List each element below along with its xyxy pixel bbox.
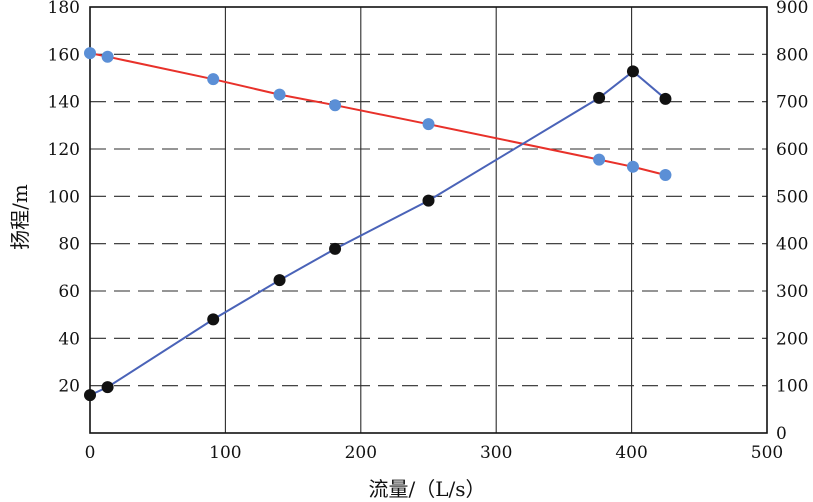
series-2-point — [422, 194, 435, 207]
series-1-point — [626, 160, 639, 173]
y2-tick-label: 400 — [776, 235, 808, 255]
series-layer — [84, 47, 672, 402]
series-2-point — [593, 91, 606, 104]
y-tick-label: 140 — [48, 93, 80, 113]
grid-lines — [90, 7, 767, 433]
y2-tick-label: 0 — [776, 424, 787, 444]
series-2-point — [207, 313, 220, 326]
series-2-point — [659, 92, 672, 105]
x-tick-label: 200 — [345, 443, 377, 463]
y2-tick-label: 200 — [776, 329, 808, 349]
series-2-point — [329, 242, 342, 255]
y2-tick-label: 500 — [776, 187, 808, 207]
y-tick-label: 60 — [58, 282, 80, 302]
y2-tick-label: 900 — [776, 0, 808, 18]
x-tick-label: 0 — [85, 443, 96, 463]
series-2-point — [84, 389, 96, 402]
tick-labels: 0 100 200 300 400 500 20 40 60 80 100 120 140 160 180 0… — [48, 0, 809, 463]
x-tick-label: 400 — [615, 443, 647, 463]
plot-border — [89, 6, 768, 434]
series-1-point — [422, 118, 435, 131]
x-tick-label: 500 — [751, 443, 783, 463]
y-axis-label: 扬程/m — [8, 184, 32, 250]
series-2-point — [101, 381, 114, 394]
y-tick-label: 80 — [58, 235, 80, 255]
series-1-point — [593, 153, 606, 166]
plot-frame — [89, 6, 768, 434]
y2-tick-label: 100 — [776, 377, 808, 397]
y-tick-label: 20 — [58, 377, 80, 397]
series-1-point — [101, 50, 114, 63]
series-2-line — [89, 70, 667, 397]
series-1-point — [659, 169, 672, 182]
x-axis-label: 流量/（L/s） — [368, 477, 485, 501]
series-2-point — [273, 274, 286, 287]
x-tick-label: 300 — [480, 443, 512, 463]
y-tick-label: 120 — [48, 140, 80, 160]
y2-tick-label: 300 — [776, 282, 808, 302]
y2-tick-label: 600 — [776, 140, 808, 160]
y-tick-label: 180 — [48, 0, 80, 18]
y-tick-label: 100 — [48, 187, 80, 207]
series-2-point — [626, 65, 639, 78]
series-1-point — [84, 47, 96, 60]
y-tick-label: 40 — [58, 329, 80, 349]
x-tick-label: 100 — [209, 443, 241, 463]
series-1-point — [207, 73, 220, 86]
y2-tick-label: 700 — [776, 93, 808, 113]
series-1-line — [89, 52, 666, 176]
y2-tick-label: 800 — [776, 45, 808, 65]
series-1-point — [329, 99, 342, 112]
y-tick-label: 160 — [48, 45, 80, 65]
series-1-point — [273, 88, 286, 101]
